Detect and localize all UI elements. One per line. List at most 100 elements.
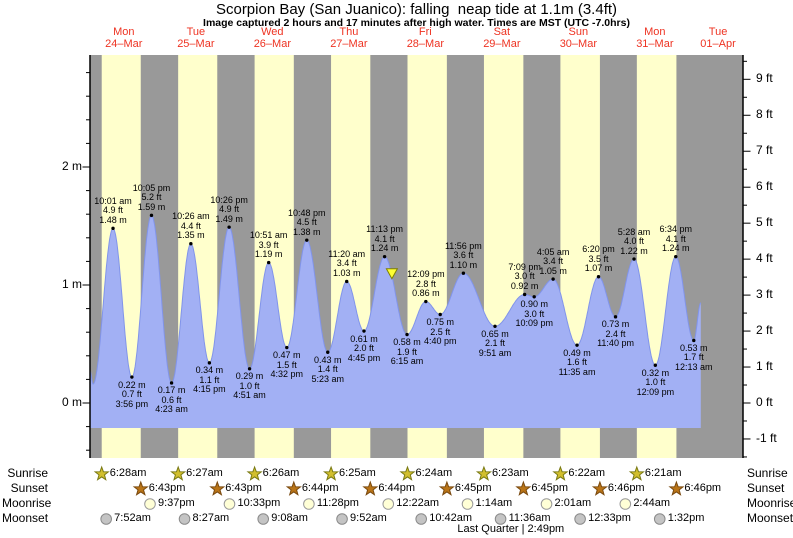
tide-high-annotation: 11:56 pm 3.6 ft 1.10 m (444, 240, 482, 270)
sunset-icon (515, 480, 532, 496)
right-axis-label: 8 ft (756, 107, 773, 122)
day-date-label: 25–Mar (177, 37, 215, 50)
tide-dot (111, 226, 115, 231)
tide-dot (532, 295, 536, 299)
right-axis-label: 4 ft (756, 251, 773, 266)
day-date-label: 01–Apr (700, 37, 736, 50)
sunset-icon (285, 480, 302, 496)
tide-low-annotation: 0.34 m 1.1 ft 4:15 pm (193, 365, 226, 395)
tide-low-annotation: 0.65 m 2.1 ft 9:51 am (478, 328, 512, 358)
tide-dot (405, 332, 409, 337)
almanac-row-label-right-moonrise: Moonrise (747, 496, 793, 510)
moonrise-time: 1:14am (475, 497, 513, 509)
tide-dot (130, 375, 134, 379)
moonrise-icon (223, 498, 236, 510)
almanac-row-label-left-moonrise: Moonrise (2, 496, 52, 510)
moonset-icon (415, 513, 428, 525)
sunrise-icon (628, 465, 645, 481)
tide-high-annotation: 6:34 pm 4.1 ft 1.24 m (659, 224, 693, 254)
right-axis-label: 2 ft (756, 323, 773, 338)
moonset-time: 9:08am (271, 512, 308, 524)
tide-dot (345, 279, 349, 284)
tide-dot (461, 271, 466, 275)
sunset-icon (132, 480, 149, 496)
tide-low-annotation: 0.53 m 1.7 ft 12:13 am (675, 342, 713, 372)
tide-low-annotation: 0.47 m 1.5 ft 4:32 pm (270, 350, 304, 380)
tide-low-annotation: 0.32 m 1.0 ft 12:09 pm (636, 367, 675, 397)
tide-low-annotation: 0.75 m 2.5 ft 4:40 pm (423, 317, 457, 346)
moonrise-icon (540, 498, 553, 510)
tide-dot (285, 345, 289, 350)
sunrise-icon (93, 465, 110, 481)
sunrise-time: 6:26am (262, 467, 300, 479)
day-date-label: 28–Mar (406, 37, 444, 50)
sunset-time: 6:46pm (684, 482, 722, 494)
sunrise-time: 6:22am (568, 467, 606, 479)
tide-dot (189, 242, 193, 246)
tide-dot (522, 292, 527, 297)
day-weekday-label: Fri (418, 26, 432, 38)
sunrise-icon (552, 465, 569, 481)
almanac-row-label-right-sunrise: Sunrise (747, 466, 788, 480)
right-axis-label: 6 ft (756, 179, 773, 194)
tide-high-annotation: 4:05 am 3.4 ft 1.05 m (536, 246, 570, 276)
moon-phase-label: Last Quarter | 2:49pm (457, 523, 565, 535)
moonrise-icon (619, 498, 632, 510)
tide-high-annotation: 10:48 pm 4.5 ft 1.38 m (288, 207, 326, 237)
day-date-label: 30–Mar (559, 37, 597, 50)
sunrise-icon (170, 465, 187, 481)
moonset-time: 8:27am (192, 512, 230, 524)
current-tide-marker (385, 268, 399, 280)
moonrise-icon (303, 498, 315, 510)
day-date-label: 26–Mar (253, 37, 291, 50)
moonrise-time: 10:33pm (237, 497, 281, 509)
tide-dot (266, 260, 271, 265)
right-axis-label: -1 ft (756, 430, 777, 445)
sunset-time: 6:44pm (301, 482, 339, 494)
tide-low-annotation: 0.43 m 1.4 ft 5:23 am (311, 354, 345, 384)
tide-high-annotation: 6:20 pm 3.5 ft 1.07 m (582, 244, 615, 274)
moonrise-icon (144, 498, 156, 510)
almanac-row-label-left-moonset: Moonset (2, 511, 49, 525)
tide-high-annotation: 10:51 am 3.9 ft 1.19 m (249, 230, 288, 260)
left-axis-label: 2 m (61, 159, 82, 173)
sunrise-icon (246, 465, 263, 481)
sunset-time: 6:46pm (607, 482, 645, 494)
moonset-icon (574, 513, 586, 525)
tide-dot (382, 254, 387, 259)
tide-dot (438, 312, 442, 317)
moonset-time: 9:52am (350, 512, 387, 524)
sunrise-time: 6:25am (339, 467, 376, 479)
tide-dot (653, 363, 658, 367)
tide-high-annotation: 5:28 am 4.0 ft 1.22 m (617, 226, 651, 256)
moonrise-time: 9:37pm (158, 497, 195, 509)
tide-dot (596, 275, 601, 279)
day-weekday-label: Tue (708, 26, 728, 38)
tide-dot (613, 315, 618, 319)
tide-dot (674, 254, 678, 259)
almanac-row-label-right-moonset: Moonset (747, 511, 793, 525)
page-title: Scorpion Bay (San Juanico): falling neap… (215, 1, 618, 18)
tide-high-annotation: 10:26 am 4.4 ft 1.35 m (172, 211, 210, 241)
moonrise-time: 11:28pm (316, 497, 359, 509)
moonset-icon (494, 513, 507, 525)
sunset-time: 6:45pm (454, 482, 492, 494)
moonrise-time: 2:01am (554, 497, 592, 509)
sunset-icon (591, 480, 608, 496)
chart-subtitle: Image captured 2 hours and 17 minutes af… (203, 17, 630, 29)
almanac-row-label-left-sunrise: Sunrise (7, 466, 48, 480)
tide-high-annotation: 10:01 am 4.9 ft 1.48 m (94, 195, 132, 225)
day-date-label: 27–Mar (330, 37, 368, 50)
sunset-icon (362, 480, 379, 496)
right-axis-label: 1 ft (756, 359, 773, 374)
moonrise-time: 2:44am (633, 497, 671, 509)
sunset-icon (438, 480, 455, 496)
tide-dot (632, 257, 636, 261)
right-axis-label: 0 ft (756, 395, 773, 409)
tide-dot (305, 238, 309, 242)
almanac-row-label-right-sunset: Sunset (747, 481, 785, 495)
sunset-time: 6:43pm (225, 482, 262, 494)
moonset-time: 12:33pm (588, 512, 631, 524)
day-weekday-label: Thu (339, 26, 359, 38)
